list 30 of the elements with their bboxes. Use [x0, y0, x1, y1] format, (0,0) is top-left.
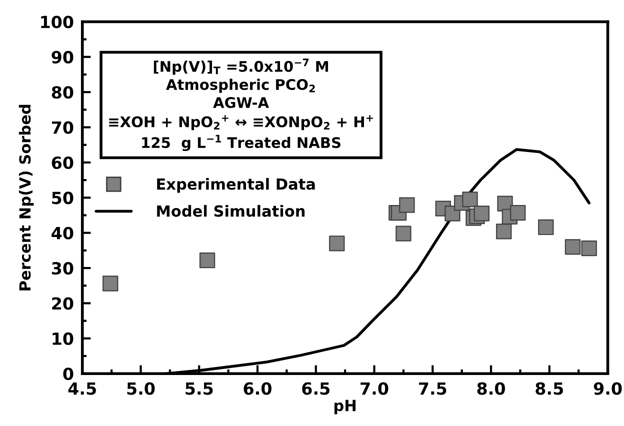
y-tick-label: 80 — [52, 86, 74, 99]
y-axis-title: Percent Np(V) Sorbed — [18, 104, 34, 290]
x-tick-label: 7.0 — [360, 382, 388, 395]
y-tick-label: 30 — [52, 262, 74, 275]
y-tick-label: 90 — [52, 50, 74, 64]
y-tick-label: 60 — [52, 156, 74, 170]
x-axis-title: pH — [334, 400, 356, 414]
y-tick-label: 70 — [52, 121, 74, 134]
annotation: AGW-A — [213, 97, 269, 108]
y-tick-label: 20 — [52, 297, 74, 310]
x-tick-label: 6.0 — [244, 382, 272, 395]
y-tick-label: 10 — [52, 332, 74, 345]
annotation: 125 g L$^{−1}$ Treated NABS — [142, 134, 340, 152]
x-tick-label: 5.5 — [186, 382, 213, 395]
legend-label: Experimental Data — [157, 178, 315, 193]
x-tick-label: 8.0 — [477, 382, 505, 395]
annotation: ≡XOH + NpO$_{2}$$^{+}$ ↔ ≡XONpO$_{2}$ + H$^{+}$ — [109, 115, 373, 130]
legend-label: Model Simulation — [157, 204, 305, 217]
x-tick-label: 5.0 — [127, 382, 155, 395]
y-tick-label: 40 — [52, 226, 74, 240]
y-tick-label: 100 — [41, 16, 74, 28]
x-tick-label: 8.5 — [536, 382, 563, 395]
x-tick-label: 9.0 — [594, 382, 622, 395]
x-tick-label: 4.5 — [68, 382, 96, 395]
y-tick-label: 50 — [52, 192, 74, 204]
x-tick-label: 6.5 — [302, 382, 330, 395]
x-tick-label: 7.5 — [418, 382, 446, 395]
annotation: [Np(V)]$_{T}$ =5.0x10$^{−7}$ M — [154, 58, 328, 75]
y-tick-label: 0 — [63, 368, 74, 380]
annotation: Atmospheric PCO$_{2}$ — [166, 78, 315, 93]
